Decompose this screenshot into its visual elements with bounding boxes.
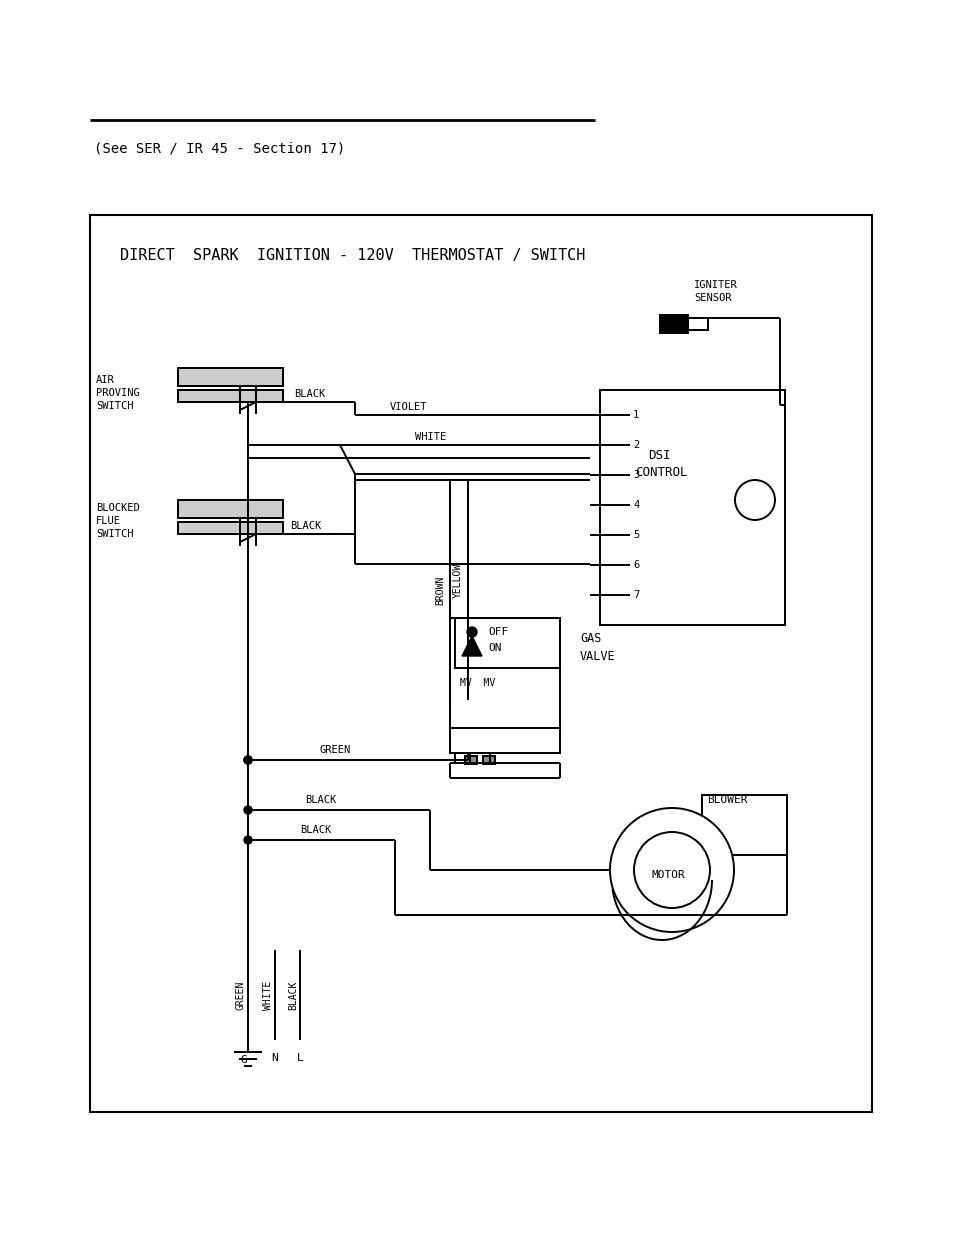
Bar xyxy=(450,618,559,727)
Bar xyxy=(178,500,283,517)
Circle shape xyxy=(467,627,476,637)
Text: MV  MV: MV MV xyxy=(459,678,495,688)
Bar xyxy=(178,368,283,387)
Bar xyxy=(90,215,871,1112)
Text: 5: 5 xyxy=(633,530,639,540)
Polygon shape xyxy=(461,636,481,656)
Bar xyxy=(178,522,283,534)
Text: 7: 7 xyxy=(633,590,639,600)
Circle shape xyxy=(244,756,252,764)
Bar xyxy=(178,368,283,387)
Bar xyxy=(464,756,476,764)
Bar xyxy=(178,522,283,534)
Text: VALVE: VALVE xyxy=(579,650,615,662)
Text: 3: 3 xyxy=(633,471,639,480)
Text: BLACK: BLACK xyxy=(290,521,321,531)
Bar xyxy=(482,756,495,764)
Text: SENSOR: SENSOR xyxy=(693,293,731,303)
Text: GREEN: GREEN xyxy=(319,745,351,755)
Circle shape xyxy=(244,756,252,764)
Text: G: G xyxy=(240,1055,247,1065)
Text: 2: 2 xyxy=(633,440,639,450)
Text: BLOCKED: BLOCKED xyxy=(96,503,139,513)
Circle shape xyxy=(634,832,709,908)
Text: BROWN: BROWN xyxy=(435,576,444,605)
Text: OFF: OFF xyxy=(488,627,508,637)
Text: SWITCH: SWITCH xyxy=(96,401,133,411)
Text: YELLOW: YELLOW xyxy=(453,562,462,598)
Circle shape xyxy=(244,806,252,814)
Bar xyxy=(687,317,707,330)
Text: ON: ON xyxy=(488,643,501,653)
Bar xyxy=(659,315,687,333)
Bar xyxy=(178,390,283,403)
Text: MOTOR: MOTOR xyxy=(651,869,685,881)
Text: DIRECT  SPARK  IGNITION - 120V  THERMOSTAT / SWITCH: DIRECT SPARK IGNITION - 120V THERMOSTAT … xyxy=(120,247,585,263)
Text: BLOWER: BLOWER xyxy=(706,795,747,805)
Text: (See SER / IR 45 - Section 17): (See SER / IR 45 - Section 17) xyxy=(94,141,345,156)
Bar xyxy=(178,390,283,403)
Text: IGNITER: IGNITER xyxy=(693,280,737,290)
Text: CONTROL: CONTROL xyxy=(635,466,687,478)
Bar xyxy=(659,315,687,333)
Bar xyxy=(178,500,283,517)
Text: WHITE: WHITE xyxy=(263,981,273,1010)
Circle shape xyxy=(244,836,252,844)
Bar xyxy=(599,390,784,625)
Text: GAS: GAS xyxy=(579,631,600,645)
Circle shape xyxy=(734,480,774,520)
Text: AIR: AIR xyxy=(96,375,114,385)
Text: L: L xyxy=(296,1053,303,1063)
Text: 6: 6 xyxy=(633,559,639,571)
Text: BLACK: BLACK xyxy=(294,389,325,399)
Text: FLUE: FLUE xyxy=(96,516,121,526)
Bar xyxy=(450,727,559,753)
Text: GREEN: GREEN xyxy=(235,981,246,1010)
Bar xyxy=(455,618,559,668)
Text: SWITCH: SWITCH xyxy=(96,529,133,538)
Text: BLACK: BLACK xyxy=(305,795,335,805)
Text: N: N xyxy=(272,1053,278,1063)
Text: WHITE: WHITE xyxy=(415,432,446,442)
Text: PROVING: PROVING xyxy=(96,388,139,398)
Text: 1: 1 xyxy=(633,410,639,420)
Text: DSI: DSI xyxy=(647,448,670,462)
Text: BLACK: BLACK xyxy=(299,825,331,835)
Circle shape xyxy=(609,808,733,932)
Text: VIOLET: VIOLET xyxy=(390,403,427,412)
Text: BLACK: BLACK xyxy=(288,981,297,1010)
Bar xyxy=(701,795,786,855)
Text: 4: 4 xyxy=(633,500,639,510)
